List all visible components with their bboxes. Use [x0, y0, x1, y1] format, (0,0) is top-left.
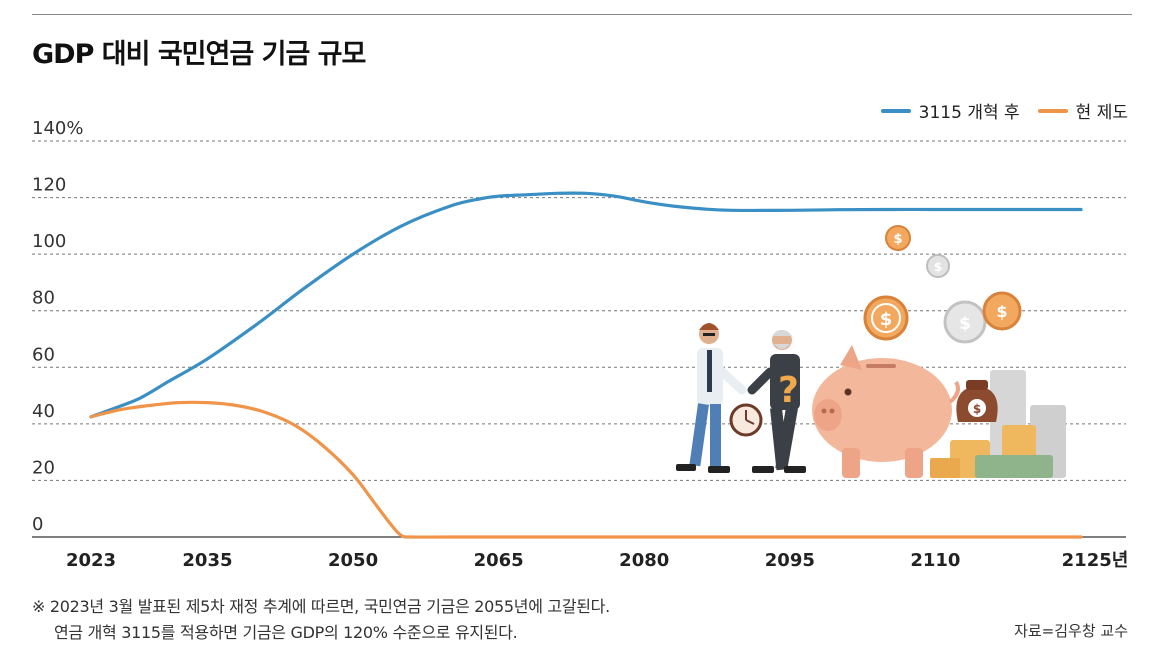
x-tick-label: 2023 — [66, 550, 116, 571]
y-tick-label: 20 — [32, 457, 55, 478]
footnote: ※ 2023년 3월 발표된 제5차 재정 추계에 따르면, 국민연금 기금은 … — [32, 594, 610, 646]
legend-item-reform: 3115 개혁 후 — [880, 98, 1020, 123]
legend-label-reform: 3115 개혁 후 — [918, 103, 1020, 123]
source-credit: 자료=김우창 교수 — [1014, 622, 1128, 640]
x-tick-labels: 2023 2035 2050 2065 2080 2095 2110 2125년 — [66, 550, 1128, 571]
x-tick-label: 2095 — [765, 550, 815, 571]
coin-icon: $ — [926, 254, 950, 278]
footnote-line-2: 연금 개혁 3115를 적용하면 기금은 GDP의 120% 수준으로 유지된다… — [54, 623, 518, 642]
pension-savings-illustration-icon: $ $ $ $ $ — [676, 225, 1066, 478]
svg-text:?: ? — [778, 370, 799, 411]
y-tick-label: 40 — [32, 401, 55, 422]
x-tick-label: 2035 — [182, 550, 232, 571]
chart-title: GDP 대비 국민연금 기금 규모 — [32, 39, 366, 70]
young-man-figure-icon — [676, 323, 747, 473]
legend-label-current: 현 제도 — [1075, 103, 1128, 123]
y-tick-label: 0 — [32, 514, 43, 535]
svg-text:$: $ — [996, 302, 1007, 321]
top-rule — [32, 14, 1132, 15]
svg-text:$: $ — [973, 402, 981, 416]
y-tick-label: 120 — [32, 175, 66, 196]
legend-item-current: 현 제도 — [1037, 98, 1128, 123]
series-line-reform — [89, 191, 1083, 419]
coin-icon: $ — [885, 225, 911, 251]
svg-text:$: $ — [893, 232, 902, 247]
y-tick-label: 80 — [32, 288, 55, 309]
y-tick-label: 100 — [32, 231, 66, 252]
svg-text:$: $ — [934, 260, 942, 274]
x-tick-label: 2080 — [619, 550, 669, 571]
x-tick-label: 2050 — [328, 550, 378, 571]
footnote-line-1: ※ 2023년 3월 발표된 제5차 재정 추계에 따르면, 국민연금 기금은 … — [32, 597, 610, 616]
svg-text:$: $ — [880, 309, 893, 330]
y-tick-label: 140% — [32, 118, 83, 139]
clock-icon — [729, 403, 763, 437]
piggy-bank-icon — [812, 345, 960, 478]
y-tick-label: 60 — [32, 344, 55, 365]
x-tick-label: 2110 — [910, 550, 960, 571]
y-tick-labels: 0 20 40 60 80 100 120 140% — [32, 118, 83, 535]
coin-stack-icon — [930, 370, 1066, 478]
series-lines — [89, 191, 1083, 539]
money-bag-icon: $ — [956, 380, 998, 422]
coin-icon: $ — [982, 291, 1022, 331]
grid-lines — [32, 140, 1126, 481]
old-man-figure-icon: ? — [747, 330, 806, 473]
legend-swatch-current — [1037, 108, 1068, 113]
coin-icon: $ — [943, 300, 987, 344]
legend: 3115 개혁 후 현 제도 — [880, 98, 1128, 123]
legend-swatch-reform — [880, 108, 911, 113]
x-tick-label: 2125년 — [1062, 550, 1129, 571]
x-tick-label: 2065 — [474, 550, 524, 571]
series-line-current — [89, 400, 1083, 539]
coin-icon: $ — [863, 295, 909, 341]
svg-text:$: $ — [959, 314, 971, 334]
